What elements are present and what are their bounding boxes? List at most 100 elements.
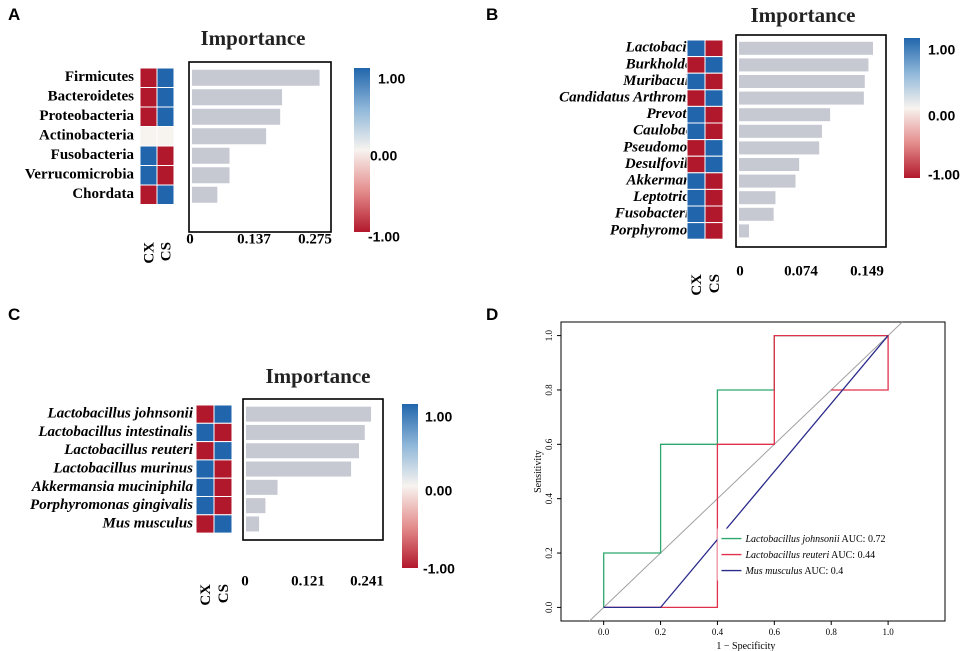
panel-c-heat-cell xyxy=(213,477,233,498)
roc-y-tick-label: 0.4 xyxy=(544,493,554,505)
panel-c-heat-cell xyxy=(195,496,215,516)
panel-a-importance-chart: Importance Firmicutes Bacteroidetes Proteob… xyxy=(25,26,406,264)
panel-a-heat-cell xyxy=(156,126,175,147)
panel-c-category-label: Lactobacillus johnsonii xyxy=(47,406,194,422)
panel-c-heat-cell xyxy=(213,459,233,479)
panel-b-title: Importance xyxy=(751,3,856,27)
panel-a-colorbar-tick: 1.00 xyxy=(378,71,405,87)
roc-legend-box xyxy=(717,528,943,581)
panel-c-bar xyxy=(246,461,352,477)
roc-plot-frame xyxy=(560,321,946,622)
panel-b-heat-cell xyxy=(704,139,724,157)
roc-x-tick-label: 0.4 xyxy=(712,627,724,637)
panel-c-heat-column-label: CX xyxy=(198,584,214,606)
panel-a-heat-cell xyxy=(156,106,175,127)
panel-c-heat-cell xyxy=(195,459,215,479)
panel-label-a: A xyxy=(8,5,20,24)
panel-a-x-tick: 0.137 xyxy=(237,232,271,248)
panel-a-category-label: Verrucomicrobia xyxy=(25,167,135,183)
panel-a-heat-cell xyxy=(139,145,158,166)
panel-b-colorbar-tick: -1.00 xyxy=(928,167,960,183)
panel-c-category-label: Akkermansia muciniphila xyxy=(31,479,194,495)
panel-b-heat-cell xyxy=(686,155,706,174)
roc-x-tick-label: 0.0 xyxy=(598,627,610,637)
panel-b-heat-column-label: CX xyxy=(689,274,705,296)
panel-a-x-tick: 0 xyxy=(186,232,194,248)
roc-x-tick-label: 0.8 xyxy=(826,627,838,637)
panel-b-heat-cell xyxy=(704,39,724,58)
roc-x-tick-label: 1.0 xyxy=(882,627,894,637)
panel-a-category-label: Bacteroidetes xyxy=(48,89,135,105)
panel-b-bar xyxy=(739,91,864,105)
panel-b-heat-cell xyxy=(686,222,706,240)
panel-c-colorbar-tick: 0.00 xyxy=(425,483,452,499)
panel-c-heat-cell xyxy=(195,441,215,461)
panel-c-heat-column-label: CS xyxy=(216,584,232,603)
panel-c-heat-cell xyxy=(195,422,215,443)
panel-b-heat-cell xyxy=(686,139,706,157)
panel-b-heat-cell xyxy=(704,188,724,207)
panel-c-heat-cell xyxy=(213,496,233,516)
panel-b-bar xyxy=(739,207,774,221)
panel-c-colorbar xyxy=(402,404,418,568)
panel-b-bar xyxy=(739,41,873,55)
panel-c-category-label: Lactobacillus intestinalis xyxy=(37,424,193,440)
panel-c-bar xyxy=(246,406,372,422)
roc-y-tick-label: 0.0 xyxy=(544,601,554,613)
panel-c-x-tick: 0.121 xyxy=(291,574,325,590)
panel-c-colorbar-tick: -1.00 xyxy=(423,561,455,577)
roc-legend-series-name: Lactobacillus johnsonii xyxy=(744,534,839,545)
roc-y-tick-label: 1.0 xyxy=(544,329,554,341)
panel-b-heat-cell xyxy=(686,105,706,124)
roc-y-tick-label: 0.2 xyxy=(544,547,554,558)
panel-b-heat-cell xyxy=(704,105,724,124)
panel-label-c: C xyxy=(8,305,20,324)
panel-b-bar xyxy=(739,141,820,155)
roc-y-tick-label: 0.6 xyxy=(544,438,554,450)
panel-b-heat-cell xyxy=(686,172,706,190)
panel-b-heat-cell xyxy=(704,72,724,91)
panel-a-heat-cell xyxy=(139,165,158,186)
panel-b-bar xyxy=(739,124,822,138)
panel-c-x-tick: 0 xyxy=(241,574,249,590)
panel-b-heat-cell xyxy=(686,205,706,224)
panel-a-category-label: Fusobacteria xyxy=(51,147,135,163)
roc-x-axis-label: 1 − Specificity xyxy=(716,641,775,651)
panel-a-bar xyxy=(192,108,281,125)
panel-c-bar xyxy=(246,443,359,459)
panel-b-category-label: Fusobacterium xyxy=(614,206,709,222)
roc-x-tick-label: 0.2 xyxy=(655,627,666,637)
panel-a-bar xyxy=(192,69,320,86)
panel-c-importance-chart: Importance Lactobacillus johnsonii Lactoba… xyxy=(30,364,455,606)
panel-a-title: Importance xyxy=(201,26,306,50)
panel-c-plot-frame xyxy=(242,398,384,541)
panel-b-plot-frame xyxy=(735,34,887,248)
panel-c-x-tick: 0.241 xyxy=(350,574,384,590)
panel-b-heat-cell xyxy=(686,188,706,207)
panel-c-heat-cell xyxy=(213,404,233,424)
panel-c-category-label: Lactobacillus reuteri xyxy=(63,442,194,458)
panel-b-bar xyxy=(739,108,831,122)
panel-b-heat-cell xyxy=(686,89,706,107)
panel-a-category-label: Actinobacteria xyxy=(39,128,134,144)
roc-legend-entry: Mus musculus AUC: 0.4 xyxy=(744,566,843,577)
panel-c-bar xyxy=(246,516,260,532)
panel-b-heat-cell xyxy=(686,56,706,74)
panel-c-heat-cell xyxy=(213,422,233,443)
panel-a-colorbar xyxy=(354,68,370,232)
panel-c-colorbar-tick: 1.00 xyxy=(425,409,452,425)
panel-b-bar xyxy=(739,174,796,188)
panel-b-x-tick: 0.074 xyxy=(784,264,818,280)
panel-a-heat-cell xyxy=(139,87,158,108)
panel-a-heat-cell xyxy=(139,67,158,88)
panel-b-importance-chart: ImportanceLactobacillusBurkholderiaMurib… xyxy=(559,3,960,296)
panel-b-heat-cell xyxy=(686,122,706,141)
panel-a-heat-cell xyxy=(139,106,158,127)
panel-b-bar xyxy=(739,158,800,171)
panel-c-category-label: Porphyromonas gingivalis xyxy=(30,497,193,513)
panel-a-heat-cell xyxy=(156,145,175,166)
panel-a-heat-column-label: CX xyxy=(142,242,158,264)
roc-y-tick-label: 0.8 xyxy=(544,384,554,396)
panel-a-bar xyxy=(192,147,230,164)
